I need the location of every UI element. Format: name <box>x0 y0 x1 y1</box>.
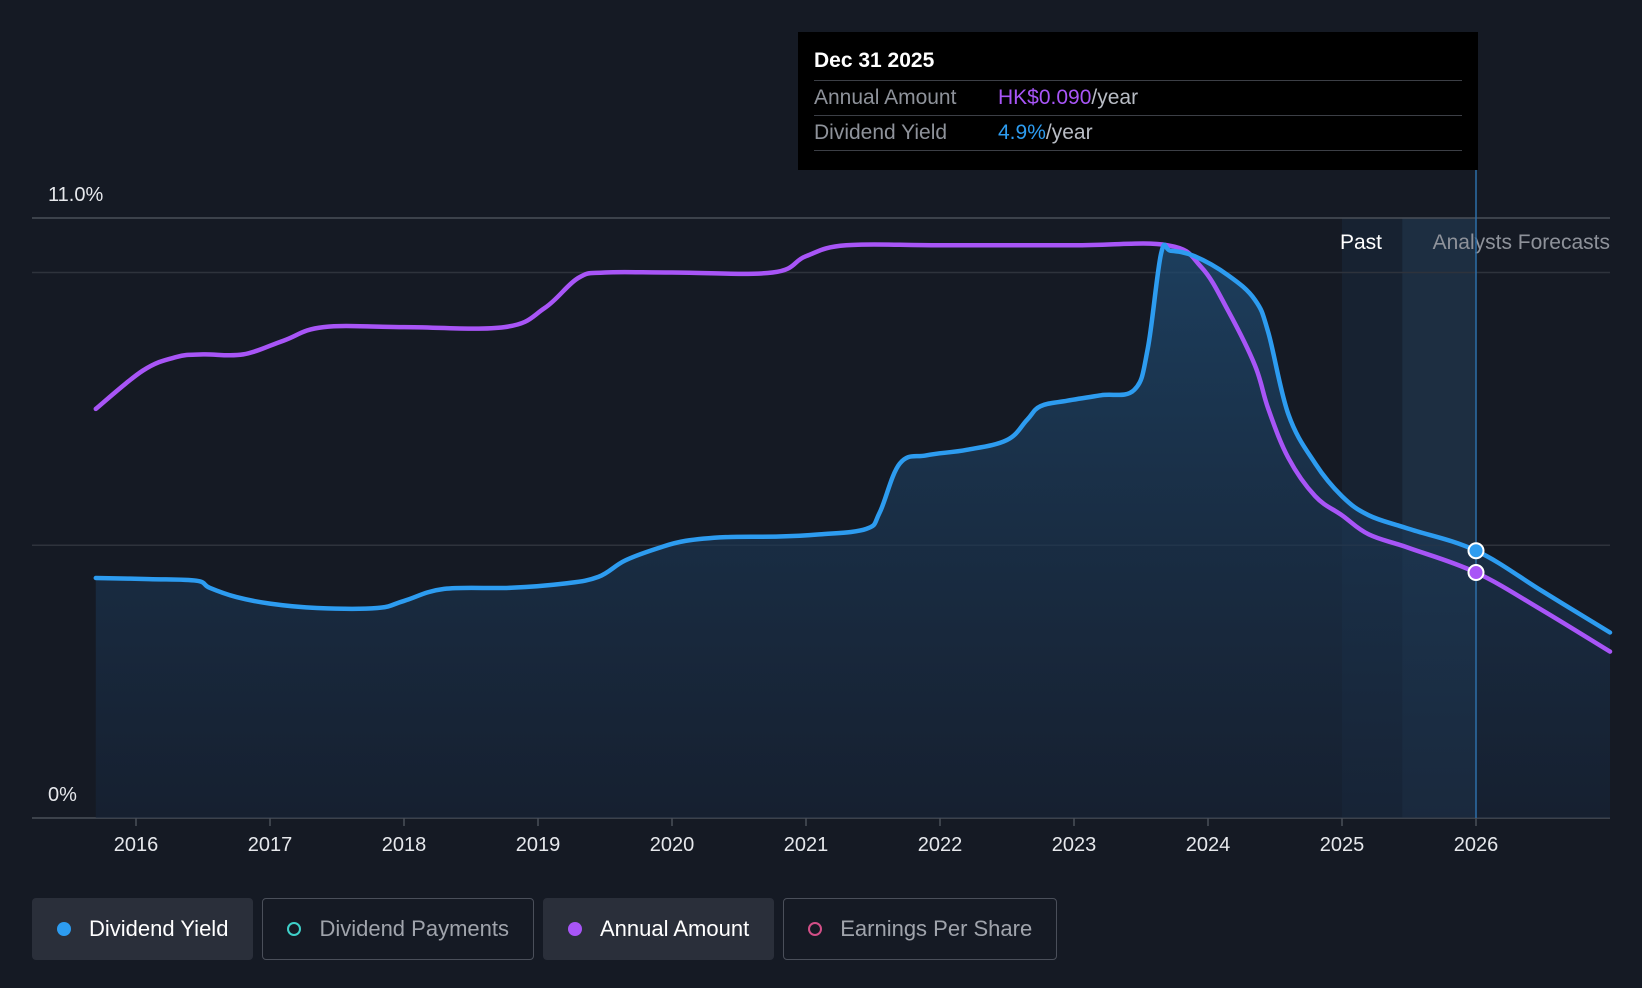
tooltip-row-annual-amount: Annual Amount HK$0.090 /year <box>814 81 1462 116</box>
legend-label: Dividend Yield <box>89 916 229 941</box>
y-tick-label: 0% <box>48 784 77 806</box>
dividend-chart: 11.0% 0% 2016 2017 2018 2019 2020 2021 2022 2023 2… <box>32 170 1613 856</box>
legend-dividend-payments[interactable]: Dividend Payments <box>262 898 534 960</box>
y-tick-label: 11.0% <box>48 184 103 206</box>
legend-dividend-yield[interactable]: Dividend Yield <box>32 898 254 960</box>
tooltip-row-dividend-yield: Dividend Yield 4.9% /year <box>814 116 1462 151</box>
x-tick-label: 2021 <box>784 834 829 856</box>
chart-area: 11.0% 0% 2016 2017 2018 2019 2020 2021 2022 2023 2… <box>32 170 1613 856</box>
dividend-yield-marker <box>1467 542 1485 560</box>
x-tick-label: 2022 <box>918 834 963 856</box>
annual-amount-line <box>93 241 1613 654</box>
tooltip-label: Annual Amount <box>814 86 957 109</box>
x-tick-label: 2019 <box>516 834 561 856</box>
x-tick-label: 2026 <box>1454 834 1499 856</box>
x-tick-label: 2024 <box>1186 834 1231 856</box>
x-tick-label: 2023 <box>1052 834 1097 856</box>
tooltip-value: 4.9% <box>998 121 1046 144</box>
past-region-label: Past <box>1340 231 1382 254</box>
legend-dot-icon <box>567 922 582 936</box>
tooltip-unit: /year <box>1091 86 1139 109</box>
legend-ring-icon <box>287 922 302 936</box>
x-tick-label: 2018 <box>382 834 427 856</box>
x-tick-label: 2020 <box>650 834 695 856</box>
legend-ring-icon <box>808 922 823 936</box>
forecast-region-label: Analysts Forecasts <box>1433 231 1610 254</box>
legend-label: Dividend Payments <box>319 916 509 941</box>
dividend-yield-area <box>95 244 1610 818</box>
legend-label: Annual Amount <box>599 916 750 941</box>
x-tick-label: 2017 <box>248 834 293 856</box>
tooltip-value: HK$0.090 <box>998 86 1092 109</box>
tooltip-unit: /year <box>1045 121 1093 144</box>
dividend-yield-line <box>93 242 1613 635</box>
chart-tooltip: Dec 31 2025 Annual Amount HK$0.090 /year… <box>798 32 1478 170</box>
annual-amount-marker <box>1467 564 1485 582</box>
legend-label: Earnings Per Share <box>840 916 1033 941</box>
x-tick-label: 2025 <box>1320 834 1365 856</box>
legend-annual-amount[interactable]: Annual Amount <box>542 898 775 960</box>
legend-earnings-per-share[interactable]: Earnings Per Share <box>783 898 1058 960</box>
x-tick-label: 2016 <box>114 834 159 856</box>
tooltip-date: Dec 31 2025 <box>814 46 1462 81</box>
tooltip-label: Dividend Yield <box>814 121 948 144</box>
legend-dot-icon <box>57 922 71 936</box>
chart-legend: Dividend Yield Dividend Payments Annual … <box>32 898 1058 960</box>
